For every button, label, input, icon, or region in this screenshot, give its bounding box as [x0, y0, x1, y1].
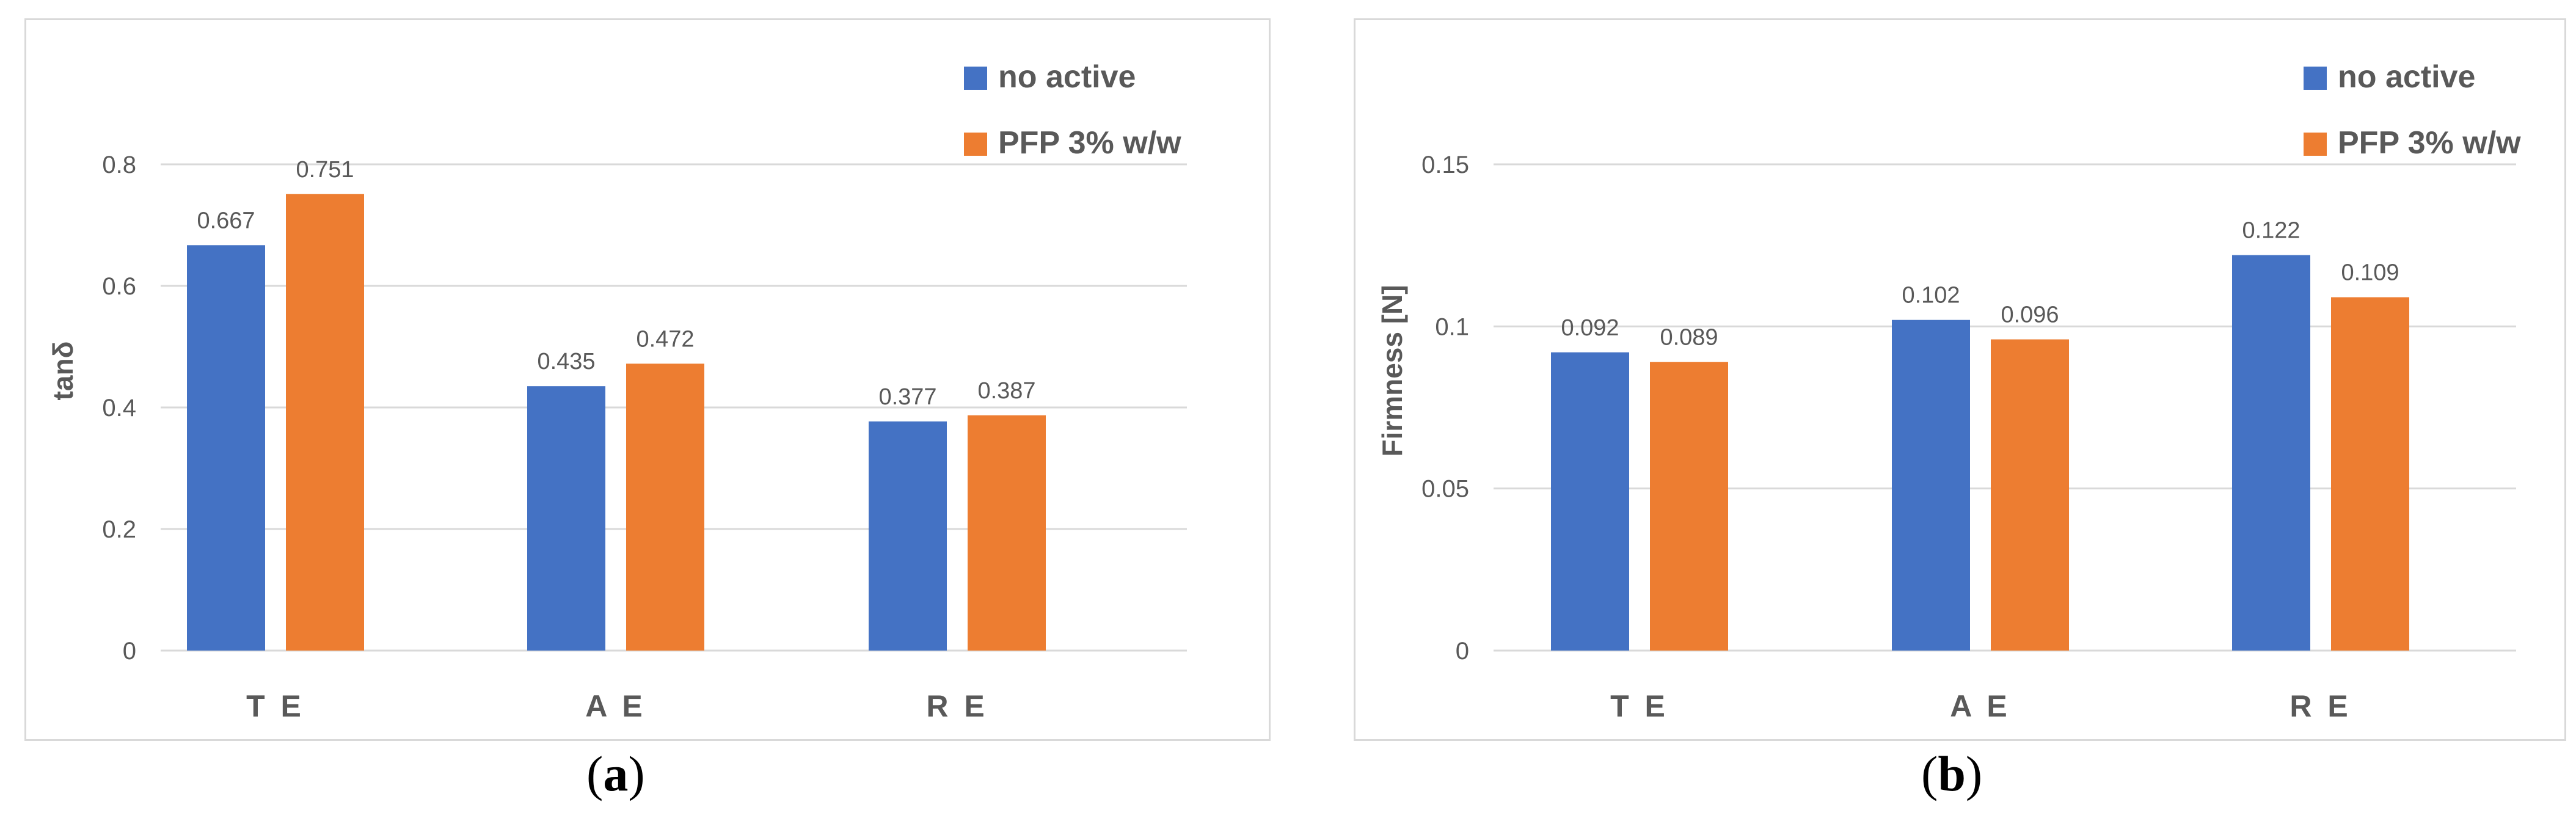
x-tick-label: A E	[585, 689, 646, 723]
x-tick-label: R E	[926, 689, 988, 723]
bar-no-active-te	[187, 245, 265, 651]
data-label: 0.472	[636, 326, 694, 352]
bar-pfp-re	[2331, 297, 2409, 651]
legend-label: no active	[998, 59, 1136, 95]
data-label: 0.377	[878, 384, 936, 410]
bar-no-active-ae	[1892, 319, 1970, 651]
y-tick-label: 0.15	[1421, 151, 1469, 178]
y-tick-label: 0.8	[102, 151, 136, 178]
y-tick-label: 0.4	[102, 395, 136, 421]
y-tick-label: 0.6	[102, 273, 136, 300]
y-tick-label: 0	[1456, 638, 1469, 665]
y-tick-label: 0.05	[1421, 476, 1469, 503]
chart-panel-b: 0 0.05 0.1 0.15 Firmness [N] 0.092 0.089 T E 0.1…	[1354, 18, 2566, 741]
bar-no-active-te	[1551, 352, 1629, 651]
data-label: 0.092	[1561, 315, 1619, 341]
legend-label: PFP 3% w/w	[998, 125, 1181, 161]
y-tick-label: 0	[123, 638, 136, 665]
legend-swatch-pfp	[964, 133, 987, 156]
chart-panel-a: 0 0.2 0.4 0.6 0.8 tanδ 0.667 0.751 T E 0.435 0.472…	[24, 18, 1271, 741]
legend-label: no active	[2338, 59, 2475, 95]
chart-b-svg: 0 0.05 0.1 0.15 Firmness [N] 0.092 0.089 T E 0.1…	[1376, 59, 2521, 723]
caption-a-letter: a	[603, 746, 629, 801]
legend-swatch-no-active	[964, 67, 987, 90]
data-label: 0.667	[197, 208, 255, 233]
data-label: 0.122	[2242, 218, 2300, 244]
legend-swatch-pfp	[2304, 133, 2327, 156]
data-label: 0.109	[2341, 260, 2399, 286]
caption-b-letter: b	[1938, 746, 1966, 801]
bar-no-active-ae	[527, 386, 605, 651]
data-label: 0.751	[296, 157, 354, 183]
y-axis-label: Firmness [N]	[1376, 285, 1408, 456]
data-label: 0.435	[537, 349, 595, 374]
bar-pfp-ae	[1991, 339, 2069, 651]
y-tick-label: 0.2	[102, 516, 136, 543]
bar-pfp-te	[286, 194, 364, 651]
x-tick-label: R E	[2290, 689, 2351, 723]
bar-pfp-re	[968, 415, 1046, 651]
legend-label: PFP 3% w/w	[2338, 125, 2521, 161]
x-tick-label: T E	[1610, 689, 1669, 723]
bar-pfp-ae	[626, 363, 704, 651]
caption-a: (a)	[586, 746, 645, 801]
x-tick-label: T E	[246, 689, 305, 723]
x-tick-label: A E	[1950, 689, 2011, 723]
legend-swatch-no-active	[2304, 67, 2327, 90]
data-label: 0.102	[1902, 283, 1960, 308]
caption-b: (b)	[1921, 746, 1983, 801]
chart-a-svg: 0 0.2 0.4 0.6 0.8 tanδ 0.667 0.751 T E 0.435 0.472…	[47, 59, 1187, 723]
y-axis-label: tanδ	[47, 341, 79, 401]
data-label: 0.089	[1660, 325, 1718, 351]
bar-no-active-re	[869, 421, 947, 651]
y-tick-label: 0.1	[1435, 313, 1469, 340]
bar-no-active-re	[2232, 255, 2310, 651]
data-label: 0.387	[977, 378, 1035, 404]
bar-pfp-te	[1650, 362, 1728, 651]
data-label: 0.096	[2001, 302, 2059, 328]
